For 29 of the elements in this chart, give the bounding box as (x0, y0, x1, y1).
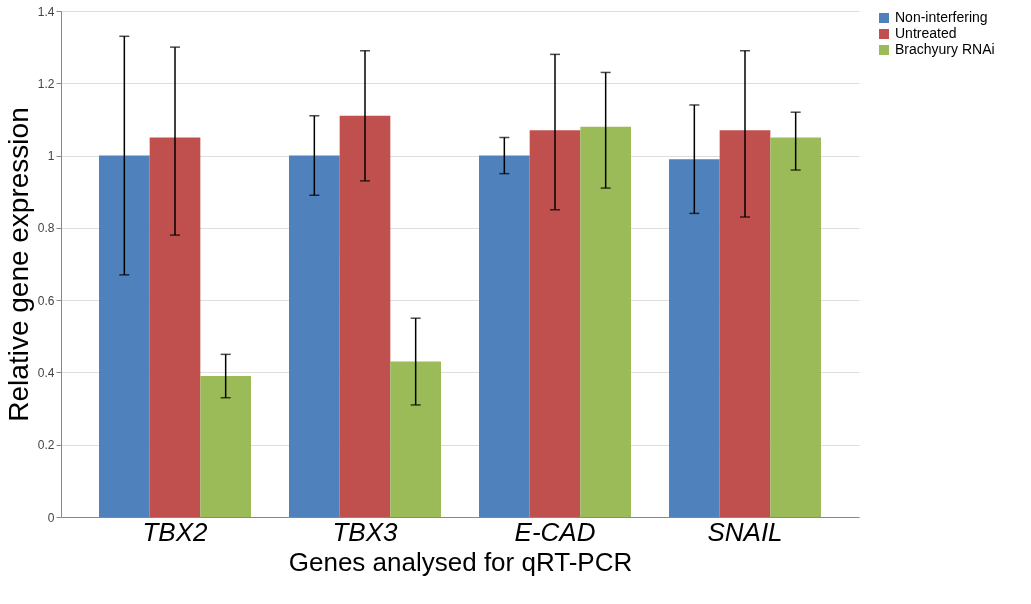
y-tick-label: 0.6 (37, 293, 55, 308)
bar (99, 155, 150, 517)
y-tick-label: 0.4 (37, 365, 55, 380)
y-axis-title: Relative gene expression (2, 107, 34, 422)
bar (580, 126, 631, 517)
x-axis-title: Genes analysed for qRT-PCR (288, 546, 633, 577)
bar (339, 115, 391, 517)
legend-label: Untreated (895, 25, 957, 41)
bar (390, 361, 441, 517)
x-tick-label: TBX2 (142, 516, 209, 547)
y-tick-label: 1.4 (37, 4, 55, 19)
y-tick-label: 0.8 (37, 221, 55, 236)
bar (289, 155, 340, 517)
x-tick-label: SNAIL (707, 516, 783, 547)
bar (770, 137, 821, 517)
y-tick-label: 0.2 (37, 438, 55, 453)
bar (719, 130, 771, 517)
y-tick-label: 1 (47, 149, 55, 164)
x-tick-label: TBX3 (332, 516, 399, 547)
bar (149, 137, 201, 517)
x-tick-label: E-CAD (514, 516, 596, 547)
bar (200, 376, 251, 517)
y-tick-label: 0 (47, 510, 55, 525)
bar (529, 130, 581, 517)
legend-label: Brachyury RNAi (895, 41, 995, 57)
y-tick-label: 1.2 (37, 76, 55, 91)
bar (479, 155, 530, 517)
legend-label: Non-interfering (895, 9, 988, 25)
bar (669, 159, 720, 517)
